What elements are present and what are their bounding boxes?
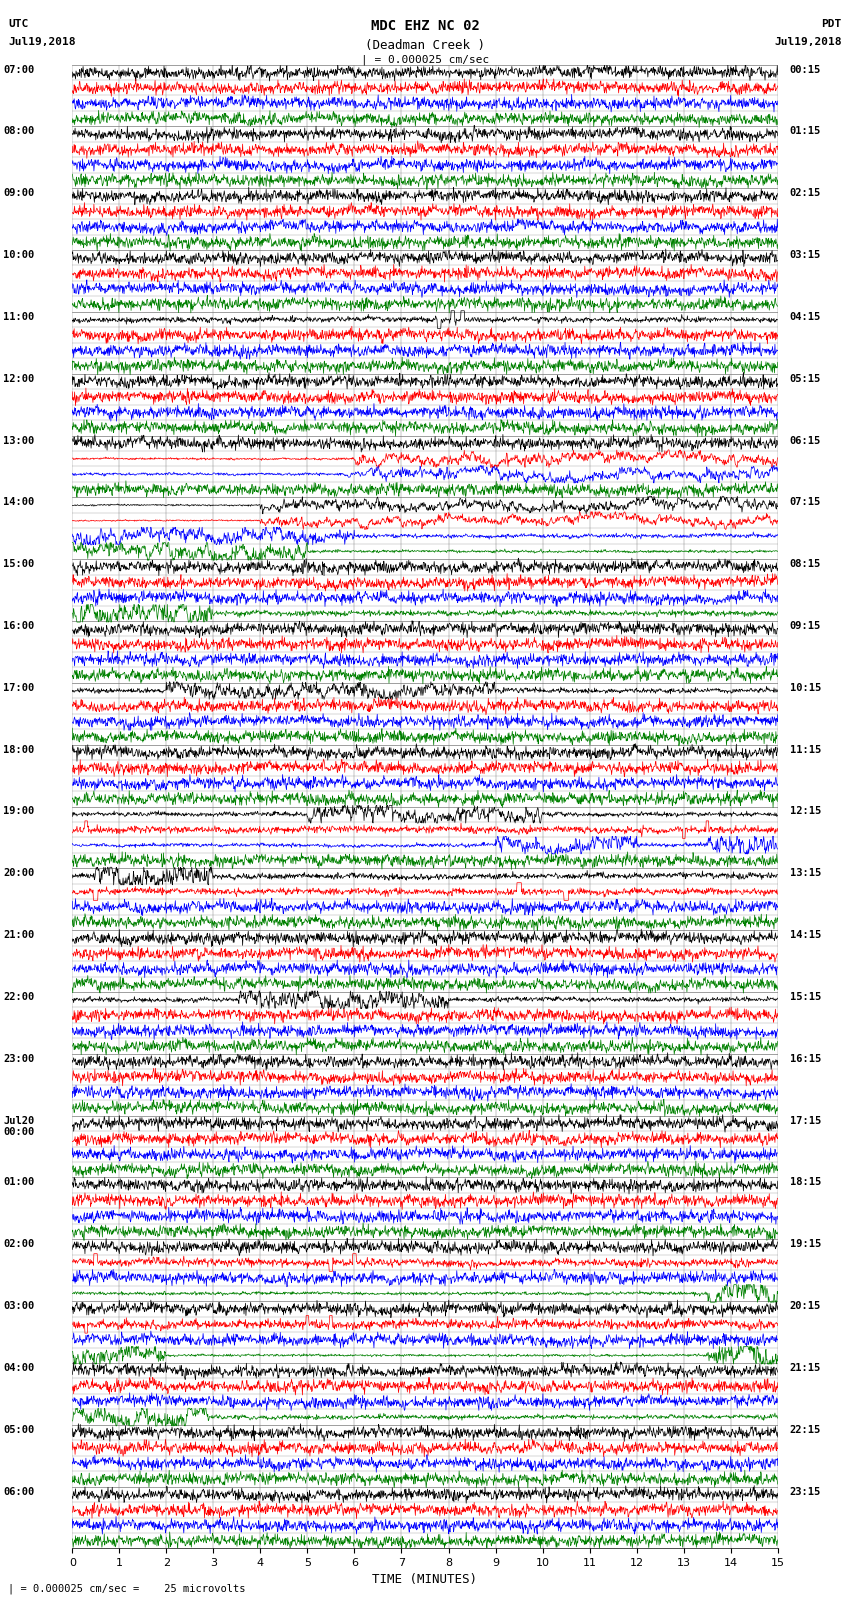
Text: 11:15: 11:15 <box>790 745 821 755</box>
Text: 19:00: 19:00 <box>3 806 35 816</box>
Text: 00:15: 00:15 <box>790 65 821 74</box>
Text: 16:00: 16:00 <box>3 621 35 631</box>
Text: Jul19,2018: Jul19,2018 <box>774 37 842 47</box>
Text: 05:15: 05:15 <box>790 374 821 384</box>
Text: 15:15: 15:15 <box>790 992 821 1002</box>
Text: 03:15: 03:15 <box>790 250 821 260</box>
Text: Jul19,2018: Jul19,2018 <box>8 37 76 47</box>
Text: 14:00: 14:00 <box>3 497 35 508</box>
Text: 20:00: 20:00 <box>3 868 35 879</box>
Text: | = 0.000025 cm/sec: | = 0.000025 cm/sec <box>361 55 489 66</box>
Text: 15:00: 15:00 <box>3 560 35 569</box>
Text: 01:15: 01:15 <box>790 126 821 137</box>
X-axis label: TIME (MINUTES): TIME (MINUTES) <box>372 1573 478 1586</box>
Text: 02:15: 02:15 <box>790 189 821 198</box>
Text: 23:00: 23:00 <box>3 1053 35 1065</box>
Text: 05:00: 05:00 <box>3 1424 35 1436</box>
Text: 13:15: 13:15 <box>790 868 821 879</box>
Text: 14:15: 14:15 <box>790 931 821 940</box>
Text: 22:00: 22:00 <box>3 992 35 1002</box>
Text: 02:00: 02:00 <box>3 1239 35 1250</box>
Text: 22:15: 22:15 <box>790 1424 821 1436</box>
Text: 19:15: 19:15 <box>790 1239 821 1250</box>
Text: (Deadman Creek ): (Deadman Creek ) <box>365 39 485 52</box>
Text: 17:15: 17:15 <box>790 1116 821 1126</box>
Text: 04:00: 04:00 <box>3 1363 35 1373</box>
Text: 17:00: 17:00 <box>3 682 35 694</box>
Text: 18:00: 18:00 <box>3 745 35 755</box>
Text: MDC EHZ NC 02: MDC EHZ NC 02 <box>371 19 479 34</box>
Text: PDT: PDT <box>821 19 842 29</box>
Text: 16:15: 16:15 <box>790 1053 821 1065</box>
Text: 01:00: 01:00 <box>3 1177 35 1187</box>
Text: 21:15: 21:15 <box>790 1363 821 1373</box>
Text: 13:00: 13:00 <box>3 436 35 445</box>
Text: | = 0.000025 cm/sec =    25 microvolts: | = 0.000025 cm/sec = 25 microvolts <box>8 1582 246 1594</box>
Text: 08:15: 08:15 <box>790 560 821 569</box>
Text: 18:15: 18:15 <box>790 1177 821 1187</box>
Text: 12:00: 12:00 <box>3 374 35 384</box>
Text: 07:00: 07:00 <box>3 65 35 74</box>
Text: 06:00: 06:00 <box>3 1487 35 1497</box>
Text: 12:15: 12:15 <box>790 806 821 816</box>
Text: 09:00: 09:00 <box>3 189 35 198</box>
Text: 03:00: 03:00 <box>3 1302 35 1311</box>
Text: 20:15: 20:15 <box>790 1302 821 1311</box>
Text: 06:15: 06:15 <box>790 436 821 445</box>
Text: 09:15: 09:15 <box>790 621 821 631</box>
Text: UTC: UTC <box>8 19 29 29</box>
Text: 04:15: 04:15 <box>790 311 821 323</box>
Text: 07:15: 07:15 <box>790 497 821 508</box>
Text: 11:00: 11:00 <box>3 311 35 323</box>
Text: 10:00: 10:00 <box>3 250 35 260</box>
Text: 23:15: 23:15 <box>790 1487 821 1497</box>
Text: 21:00: 21:00 <box>3 931 35 940</box>
Text: 08:00: 08:00 <box>3 126 35 137</box>
Text: Jul20
00:00: Jul20 00:00 <box>3 1116 35 1137</box>
Text: 10:15: 10:15 <box>790 682 821 694</box>
